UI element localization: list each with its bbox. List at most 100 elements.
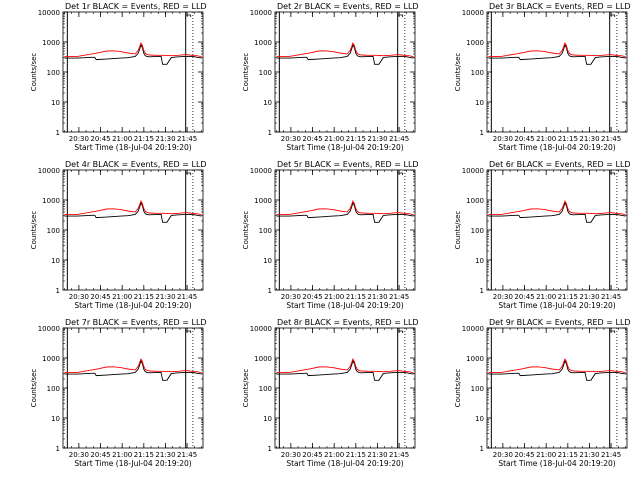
x-tick-label: 21:45 bbox=[389, 135, 409, 143]
y-tick-label: 10 bbox=[263, 257, 272, 265]
lld-line bbox=[64, 358, 202, 374]
x-tick-label: 21:45 bbox=[601, 451, 621, 459]
x-tick-label: 21:45 bbox=[601, 293, 621, 301]
x-tick-label: 21:00 bbox=[536, 135, 556, 143]
y-tick-label: 1000 bbox=[466, 355, 484, 363]
events-line bbox=[276, 43, 414, 65]
lld-line bbox=[488, 42, 626, 58]
panel-title: Det 7r BLACK = Events, RED = LLD bbox=[65, 318, 207, 327]
y-tick-label: 10 bbox=[263, 415, 272, 423]
plot-frame bbox=[62, 11, 204, 133]
panel-6: Det 6r BLACK = Events, RED = LLD 1 10 100 10… bbox=[454, 160, 631, 310]
panel-title: Det 5r BLACK = Events, RED = LLD bbox=[277, 160, 419, 169]
x-tick-label: 21:00 bbox=[112, 293, 132, 301]
y-tick-label: 10 bbox=[51, 415, 60, 423]
y-tick-label: 1000 bbox=[42, 197, 60, 205]
plot-frame bbox=[486, 327, 628, 449]
y-tick-label: 1000 bbox=[254, 197, 272, 205]
x-tick-label: 20:30 bbox=[69, 135, 89, 143]
x-tick-label: 20:30 bbox=[281, 451, 301, 459]
y-tick-label: 1000 bbox=[42, 355, 60, 363]
x-tick-label: 21:30 bbox=[155, 451, 175, 459]
x-tick-label: 21:15 bbox=[134, 135, 154, 143]
panel-5: Det 5r BLACK = Events, RED = LLD 1 10 100 10… bbox=[242, 160, 419, 310]
panel-8: Det 8r BLACK = Events, RED = LLD 1 10 100 10… bbox=[242, 318, 419, 468]
y-tick-label: 100 bbox=[471, 385, 484, 393]
y-axis-label: Counts/sec bbox=[242, 369, 250, 408]
range-bracket bbox=[397, 330, 404, 333]
events-line bbox=[64, 201, 202, 223]
x-tick-label: 21:30 bbox=[579, 135, 599, 143]
y-tick-label: 1 bbox=[56, 129, 60, 137]
x-tick-label: 21:30 bbox=[155, 135, 175, 143]
x-tick-label: 21:15 bbox=[558, 293, 578, 301]
x-axis-label: Start Time (18-Jul-04 20:19:20) bbox=[74, 143, 191, 152]
x-tick-label: 20:45 bbox=[302, 451, 322, 459]
range-bracket bbox=[397, 172, 404, 175]
x-axis-label: Start Time (18-Jul-04 20:19:20) bbox=[286, 301, 403, 310]
y-tick-label: 100 bbox=[259, 69, 272, 77]
x-tick-label: 20:45 bbox=[90, 451, 110, 459]
y-tick-label: 10000 bbox=[38, 167, 60, 175]
panel-title: Det 1r BLACK = Events, RED = LLD bbox=[65, 2, 207, 11]
x-tick-label: 21:30 bbox=[367, 293, 387, 301]
lld-line bbox=[276, 200, 414, 216]
lld-line bbox=[276, 42, 414, 58]
x-tick-label: 21:45 bbox=[177, 451, 197, 459]
plot-frame bbox=[486, 11, 628, 133]
x-tick-label: 21:00 bbox=[112, 135, 132, 143]
y-tick-label: 1 bbox=[480, 287, 484, 295]
events-line bbox=[488, 43, 626, 65]
x-tick-label: 21:15 bbox=[134, 293, 154, 301]
panel-2: Det 2r BLACK = Events, RED = LLD 1 10 100 10… bbox=[242, 2, 419, 152]
x-tick-label: 21:30 bbox=[579, 451, 599, 459]
panel-9: Det 9r BLACK = Events, RED = LLD 1 10 100 10… bbox=[454, 318, 631, 468]
x-tick-label: 21:15 bbox=[558, 451, 578, 459]
panel-title: Det 3r BLACK = Events, RED = LLD bbox=[489, 2, 631, 11]
y-axis-label: Counts/sec bbox=[242, 211, 250, 250]
y-tick-label: 1 bbox=[56, 287, 60, 295]
x-tick-label: 20:30 bbox=[493, 135, 513, 143]
y-tick-label: 10 bbox=[51, 99, 60, 107]
panel-7: Det 7r BLACK = Events, RED = LLD 1 10 100 10… bbox=[30, 318, 207, 468]
range-bracket bbox=[609, 172, 616, 175]
range-bracket bbox=[185, 172, 192, 175]
y-tick-label: 1000 bbox=[466, 39, 484, 47]
x-tick-label: 20:30 bbox=[69, 293, 89, 301]
y-tick-label: 10000 bbox=[250, 9, 272, 17]
plot-frame bbox=[486, 169, 628, 291]
plot-frame bbox=[274, 327, 416, 449]
range-bracket bbox=[609, 14, 616, 17]
panel-title: Det 4r BLACK = Events, RED = LLD bbox=[65, 160, 207, 169]
x-tick-label: 21:00 bbox=[324, 293, 344, 301]
x-tick-label: 21:30 bbox=[367, 451, 387, 459]
x-tick-label: 20:45 bbox=[90, 135, 110, 143]
y-tick-label: 1000 bbox=[254, 355, 272, 363]
y-tick-label: 1 bbox=[480, 129, 484, 137]
events-line bbox=[488, 201, 626, 223]
x-tick-label: 20:30 bbox=[493, 293, 513, 301]
range-bracket bbox=[185, 14, 192, 17]
x-axis-label: Start Time (18-Jul-04 20:19:20) bbox=[74, 459, 191, 468]
y-tick-label: 1000 bbox=[42, 39, 60, 47]
y-tick-label: 100 bbox=[471, 69, 484, 77]
y-tick-label: 10000 bbox=[462, 325, 484, 333]
y-tick-label: 1 bbox=[268, 129, 272, 137]
x-axis-label: Start Time (18-Jul-04 20:19:20) bbox=[498, 459, 615, 468]
x-tick-label: 21:45 bbox=[389, 293, 409, 301]
panel-3: Det 3r BLACK = Events, RED = LLD 1 10 100 10… bbox=[454, 2, 631, 152]
panel-title: Det 6r BLACK = Events, RED = LLD bbox=[489, 160, 631, 169]
x-tick-label: 21:30 bbox=[367, 135, 387, 143]
y-tick-label: 10 bbox=[263, 99, 272, 107]
lld-line bbox=[488, 200, 626, 216]
y-tick-label: 100 bbox=[47, 227, 60, 235]
y-tick-label: 10000 bbox=[462, 9, 484, 17]
y-tick-label: 10000 bbox=[38, 325, 60, 333]
x-tick-label: 21:15 bbox=[346, 451, 366, 459]
x-tick-label: 21:00 bbox=[536, 451, 556, 459]
x-tick-label: 21:30 bbox=[579, 293, 599, 301]
lld-line bbox=[488, 358, 626, 374]
y-tick-label: 1 bbox=[56, 445, 60, 453]
x-tick-label: 21:45 bbox=[601, 135, 621, 143]
lld-line bbox=[64, 200, 202, 216]
